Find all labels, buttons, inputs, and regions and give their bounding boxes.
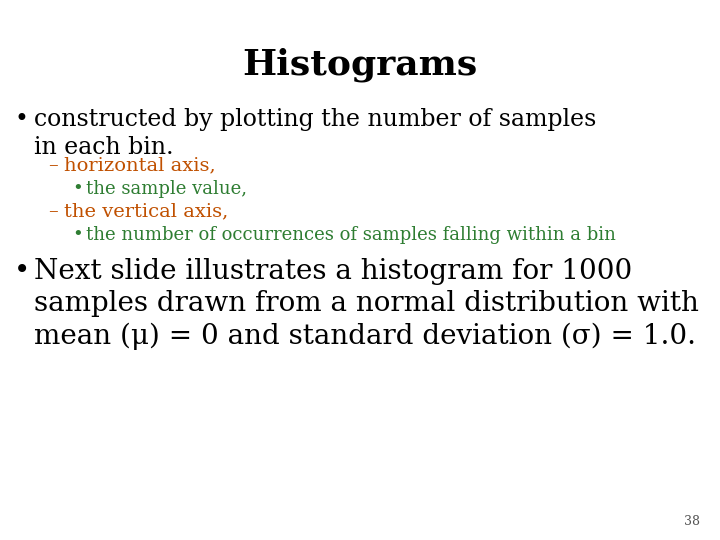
Text: •: • [14, 258, 30, 285]
Text: constructed by plotting the number of samples
in each bin.: constructed by plotting the number of sa… [34, 108, 596, 159]
Text: •: • [72, 180, 83, 198]
Text: Histograms: Histograms [243, 48, 477, 83]
Text: –: – [48, 156, 58, 174]
Text: the sample value,: the sample value, [86, 180, 247, 198]
Text: •: • [72, 226, 83, 244]
Text: •: • [14, 108, 28, 131]
Text: –: – [48, 202, 58, 220]
Text: the vertical axis,: the vertical axis, [64, 202, 228, 220]
Text: the number of occurrences of samples falling within a bin: the number of occurrences of samples fal… [86, 226, 616, 244]
Text: Next slide illustrates a histogram for 1000
samples drawn from a normal distribu: Next slide illustrates a histogram for 1… [34, 258, 699, 350]
Text: 38: 38 [684, 515, 700, 528]
Text: horizontal axis,: horizontal axis, [64, 156, 215, 174]
